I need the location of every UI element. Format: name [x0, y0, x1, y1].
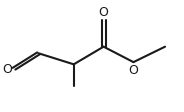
- Text: O: O: [2, 63, 12, 76]
- Text: O: O: [99, 6, 109, 19]
- Text: O: O: [128, 64, 138, 76]
